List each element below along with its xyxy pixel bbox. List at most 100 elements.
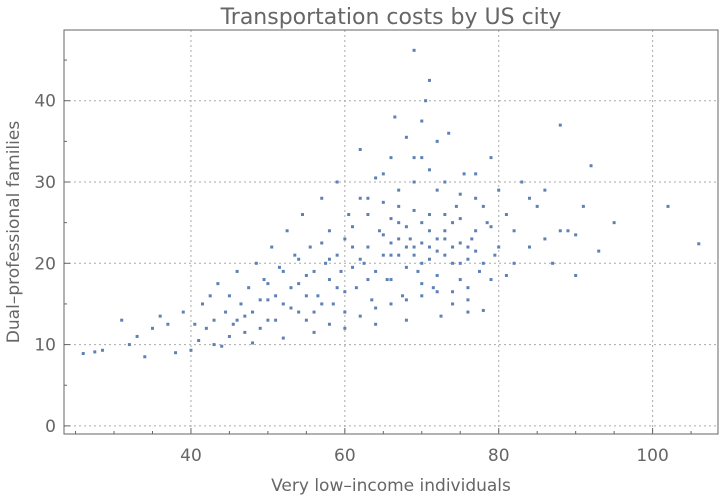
data-point xyxy=(143,355,147,359)
data-point xyxy=(581,204,585,208)
data-point xyxy=(443,237,447,241)
data-point xyxy=(443,229,447,233)
data-point xyxy=(270,245,274,249)
data-point xyxy=(212,318,216,322)
y-tick-label: 40 xyxy=(34,92,56,112)
data-point xyxy=(404,135,408,139)
data-point xyxy=(489,225,493,229)
data-point xyxy=(481,204,485,208)
data-point xyxy=(474,229,478,233)
data-point xyxy=(451,245,455,249)
data-point xyxy=(412,48,416,52)
data-point xyxy=(404,318,408,322)
data-point xyxy=(289,306,293,310)
data-point xyxy=(281,269,285,273)
data-point xyxy=(335,180,339,184)
data-point xyxy=(366,213,370,217)
data-point xyxy=(447,131,451,135)
data-point xyxy=(216,282,220,286)
data-point xyxy=(327,322,331,326)
data-point xyxy=(358,257,362,261)
data-point xyxy=(316,294,320,298)
data-point xyxy=(320,196,324,200)
data-point xyxy=(343,237,347,241)
data-point xyxy=(235,318,239,322)
data-point xyxy=(339,269,343,273)
data-point xyxy=(451,290,455,294)
data-point xyxy=(466,286,470,290)
data-point xyxy=(274,318,278,322)
plot-frame xyxy=(63,29,719,435)
data-point xyxy=(374,176,378,180)
data-point xyxy=(335,253,339,257)
data-point xyxy=(235,269,239,273)
y-tick-label: 20 xyxy=(34,254,56,274)
data-point xyxy=(181,310,185,314)
data-point xyxy=(351,225,355,229)
data-point xyxy=(289,286,293,290)
data-point xyxy=(120,318,124,322)
data-point xyxy=(389,302,393,306)
y-tick-label: 0 xyxy=(45,417,56,437)
data-point xyxy=(458,261,462,265)
data-point xyxy=(327,257,331,261)
data-point xyxy=(212,343,216,347)
data-point xyxy=(93,350,97,354)
data-point xyxy=(397,237,401,241)
data-point xyxy=(401,294,405,298)
data-point xyxy=(197,339,201,343)
data-point xyxy=(358,196,362,200)
data-point xyxy=(366,278,370,282)
data-point xyxy=(374,306,378,310)
data-point xyxy=(304,273,308,277)
axis-ticks: 40 60 80 100 0 10 20 30 40 xyxy=(34,59,692,466)
data-point xyxy=(427,168,431,172)
data-point xyxy=(535,204,539,208)
data-point xyxy=(254,261,258,265)
data-point xyxy=(358,147,362,151)
data-point xyxy=(397,204,401,208)
data-point xyxy=(385,278,389,282)
data-point xyxy=(451,261,455,265)
data-point xyxy=(393,115,397,119)
data-point xyxy=(343,290,347,294)
data-point xyxy=(551,261,555,265)
data-point xyxy=(489,156,493,160)
data-point xyxy=(243,330,247,334)
data-point xyxy=(362,261,366,265)
data-point xyxy=(424,99,428,103)
data-point xyxy=(527,245,531,249)
data-point xyxy=(266,318,270,322)
data-point xyxy=(420,241,424,245)
x-tick-label: 60 xyxy=(334,446,356,466)
data-point xyxy=(466,298,470,302)
data-point xyxy=(427,213,431,217)
data-point xyxy=(150,326,154,330)
data-point xyxy=(220,344,224,348)
data-point xyxy=(435,249,439,253)
data-point xyxy=(397,221,401,225)
data-point xyxy=(389,156,393,160)
data-point xyxy=(412,156,416,160)
data-point xyxy=(135,334,139,338)
data-point xyxy=(443,213,447,217)
data-point xyxy=(420,119,424,123)
data-point xyxy=(389,253,393,257)
y-axis-label: Dual–professional families xyxy=(4,121,24,344)
data-point xyxy=(697,242,701,246)
data-point xyxy=(466,245,470,249)
data-point xyxy=(612,221,616,225)
data-point xyxy=(443,180,447,184)
data-point xyxy=(397,188,401,192)
data-point xyxy=(358,314,362,318)
data-point xyxy=(512,261,516,265)
data-point xyxy=(589,164,593,168)
data-point xyxy=(320,241,324,245)
data-point xyxy=(381,200,385,204)
data-point xyxy=(435,188,439,192)
data-point xyxy=(335,286,339,290)
data-point xyxy=(458,278,462,282)
data-point xyxy=(297,257,301,261)
data-point xyxy=(347,213,351,217)
